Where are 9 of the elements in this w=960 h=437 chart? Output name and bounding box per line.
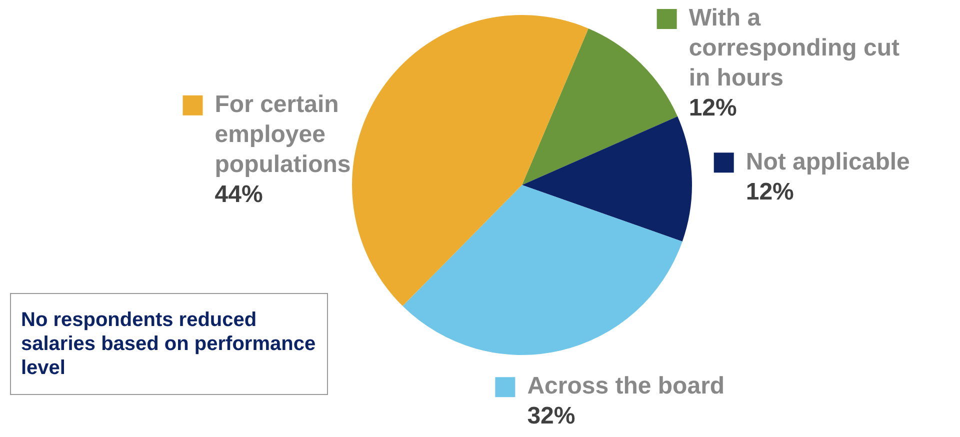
data-label: 12% bbox=[746, 178, 794, 206]
data-label: 12% bbox=[688, 94, 737, 122]
legend-label: With a corresponding cut in hours bbox=[688, 4, 900, 92]
text: No respondents reduced salaries based on performance level bbox=[10, 293, 328, 395]
data-label: 44% bbox=[214, 181, 263, 208]
legend-label: Across the board bbox=[527, 372, 725, 400]
data-label: 32% bbox=[527, 402, 576, 430]
legend-label: For certain employee populations bbox=[214, 91, 351, 178]
legend-label: Not applicable bbox=[746, 148, 910, 176]
